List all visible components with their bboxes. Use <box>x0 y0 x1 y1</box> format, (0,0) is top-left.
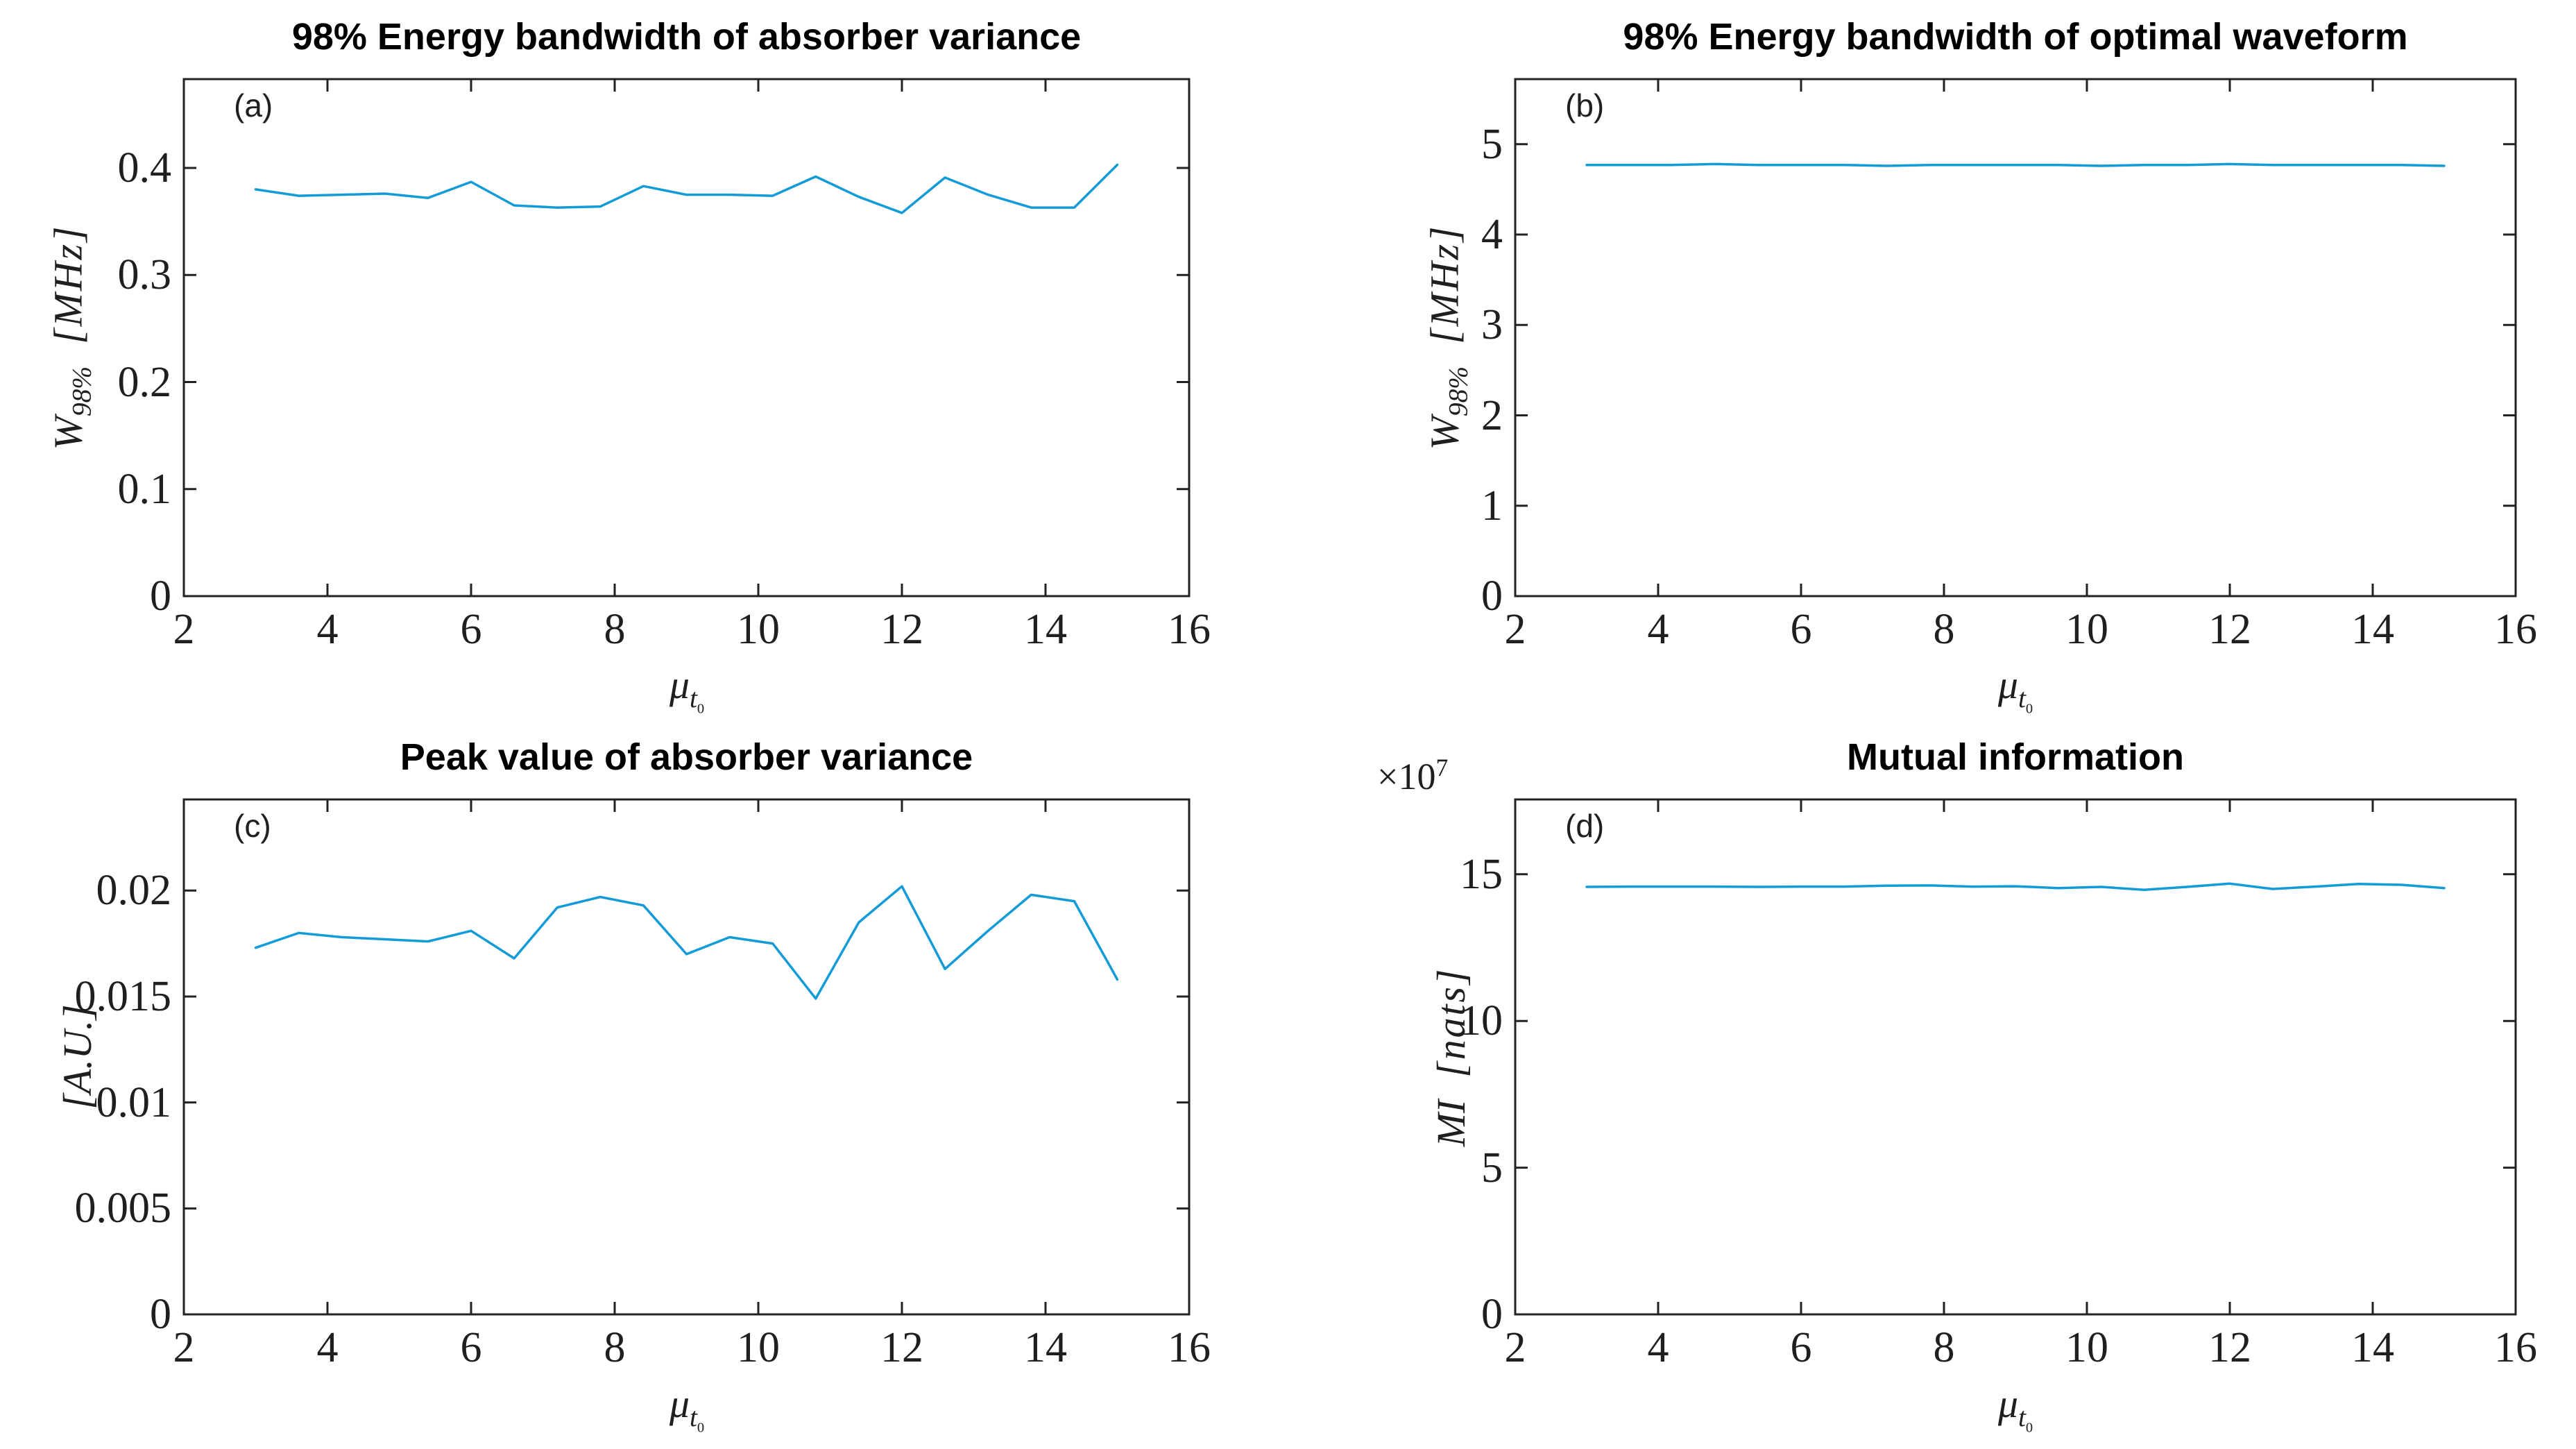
panel-d-letter: (d) <box>1565 808 1605 844</box>
data-line-a <box>254 163 1119 214</box>
data-line-c <box>254 885 1119 1000</box>
panel-a-ylabel: W98%[MHz] <box>45 224 97 450</box>
panel-b-ylabel: W98%[MHz] <box>1422 224 1474 450</box>
panel-d-ylabel: MI[nats] <box>1428 967 1474 1147</box>
axes-box-d <box>1514 798 2517 1316</box>
panel-a-xlabel: μt0 <box>669 661 705 717</box>
axes-box-b <box>1514 78 2517 598</box>
panel-d-exponent-label: ×107 <box>1377 754 1449 797</box>
panel-c-letter: (c) <box>234 808 271 844</box>
panel-a-letter: (a) <box>234 87 273 124</box>
panel-b-letter: (b) <box>1565 87 1605 124</box>
panel-c-xlabel: μt0 <box>669 1380 705 1436</box>
panel-c-ylabel: [A.U.] <box>55 1004 100 1110</box>
panel-d-xlabel: μt0 <box>1997 1380 2033 1436</box>
data-line-b <box>1585 162 2446 167</box>
axes-box-a <box>182 78 1191 598</box>
panel-c-title: Peak value of absorber variance <box>400 736 973 778</box>
panel-a-title: 98% Energy bandwidth of absorber varianc… <box>291 16 1082 58</box>
axes-box-c <box>182 798 1191 1316</box>
panel-d-title: Mutual information <box>1847 736 2184 778</box>
panel-b-title: 98% Energy bandwidth of optimal waveform <box>1623 16 2408 58</box>
data-line-d <box>1585 882 2446 891</box>
panel-b-xlabel: μt0 <box>1997 661 2033 717</box>
